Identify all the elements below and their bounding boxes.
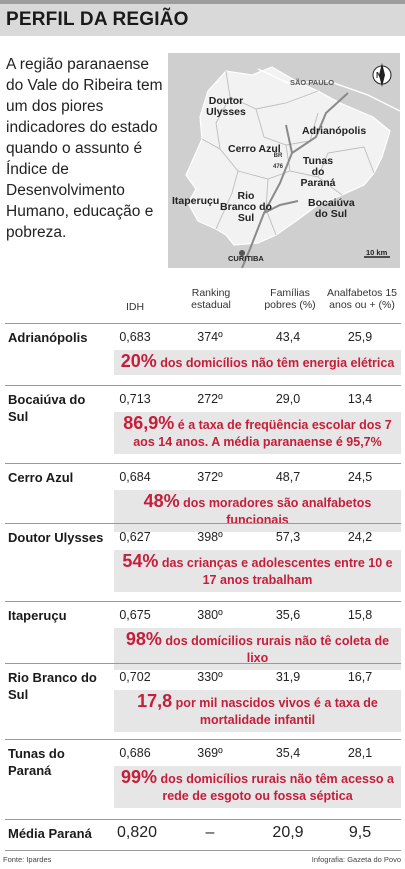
callout-figure: 99% [121, 767, 158, 787]
map-scale-label: 10 km [366, 248, 388, 257]
callout-text: é a taxa de freqüência escolar dos 7 aos… [133, 418, 392, 449]
row-familias: 29,0 [275, 392, 301, 406]
map-label-br476: BR 476 [272, 153, 283, 170]
average-ranking: – [205, 824, 215, 841]
roads [241, 92, 349, 268]
row-callout: 17,8 por mil nascidos vivos é a taxa de … [114, 690, 401, 732]
row-city: Bocaiúva do Sul [8, 392, 86, 424]
row-city: Itaperuçu [8, 608, 67, 623]
region-map: SÃO PAULO N Doutor Ulysses Adrianópolis … [168, 53, 400, 268]
row-idh: 0,713 [119, 392, 151, 406]
callout-text: por mil nascidos vivos é a taxa de morta… [175, 696, 378, 727]
compass-icon [372, 63, 392, 87]
callout-figure: 20% [120, 351, 157, 371]
table-row: Adrianópolis 0,683 374º 43,4 25,9 20% do… [5, 323, 401, 385]
row-familias: 48,7 [275, 470, 301, 484]
map-label-adrianopolis: Adrianópolis [302, 125, 367, 137]
row-idh: 0,686 [119, 746, 151, 760]
callout-figure: 86,9% [123, 413, 175, 433]
row-idh: 0,683 [119, 330, 151, 344]
row-familias: 31,9 [275, 670, 301, 684]
row-ranking: 369º [197, 746, 223, 760]
average-row: Média Paraná 0,820 – 20,9 9,5 [5, 819, 401, 851]
section-title: PERFIL DA REGIÃO [6, 9, 189, 30]
table-row: Cerro Azul 0,684 372º 48,7 24,5 48% dos … [5, 463, 401, 532]
header-idh: IDH [125, 301, 145, 313]
callout-figure: 54% [122, 551, 159, 571]
average-analfabetos: 9,5 [348, 824, 372, 841]
row-analfabetos: 28,1 [347, 746, 373, 760]
row-callout: 99% dos domicílios rurais não têm acesso… [114, 766, 401, 808]
row-ranking: 374º [197, 330, 223, 344]
row-analfabetos: 25,9 [347, 330, 373, 344]
row-city: Tunas do Paraná [8, 746, 65, 778]
intro-paragraph: A região paranaense do Vale do Ribeira t… [6, 56, 163, 241]
row-city: Doutor Ulysses [8, 530, 104, 545]
row-familias: 43,4 [275, 330, 301, 344]
map-label-itaperucu: Itaperuçu [172, 195, 220, 207]
row-analfabetos: 15,8 [347, 608, 373, 622]
row-ranking: 380º [197, 608, 223, 622]
row-analfabetos: 24,2 [347, 530, 373, 544]
infographic-credit: Infografia: Gazeta do Povo [311, 855, 401, 864]
map-label-curitiba: CURITIBA [228, 254, 264, 263]
row-idh: 0,702 [119, 670, 151, 684]
callout-figure: 98% [125, 629, 162, 649]
row-city: Rio Branco do Sul [8, 670, 97, 702]
callout-text: dos domicílios rurais não têm acesso a r… [160, 772, 394, 803]
row-ranking: 372º [197, 470, 223, 484]
section-header: PERFIL DA REGIÃO [0, 0, 405, 36]
row-callout: 54% das crianças e adolescentes entre 10… [114, 550, 401, 592]
row-idh: 0,675 [119, 608, 151, 622]
map-label-sao-paulo: SÃO PAULO [290, 78, 335, 87]
row-idh: 0,627 [119, 530, 151, 544]
row-city: Cerro Azul [8, 470, 74, 485]
row-callout: 20% dos domicílios não têm energia elétr… [114, 350, 401, 375]
row-familias: 35,6 [275, 608, 301, 622]
table-row: Tunas do Paraná 0,686 369º 35,4 28,1 99%… [5, 739, 401, 819]
callout-text: dos domícilios rurais não tê coleta de l… [165, 634, 390, 665]
table-header: IDH Ranking estadual Famílias pobres (%)… [5, 287, 401, 323]
callout-figure: 17,8 [137, 691, 173, 711]
header-familias: Famílias pobres (%) [264, 287, 316, 311]
row-ranking: 330º [197, 670, 223, 684]
source-credit: Fonte: Ipardes [3, 855, 52, 864]
row-analfabetos: 16,7 [347, 670, 373, 684]
map-label-doutor-ulysses: Doutor Ulysses [206, 95, 246, 118]
row-idh: 0,684 [119, 470, 151, 484]
row-callout: 48% dos moradores são analfabetos funcio… [114, 490, 401, 532]
row-ranking: 272º [197, 392, 223, 406]
map-label-north: N [376, 71, 382, 80]
table-row: Rio Branco do Sul 0,702 330º 31,9 16,7 1… [5, 663, 401, 739]
average-label: Média Paraná [8, 826, 92, 841]
average-familias: 20,9 [272, 824, 304, 841]
callout-text: dos domicílios não têm energia elétrica [160, 356, 395, 370]
state-border [257, 68, 400, 112]
map-graphic [185, 63, 400, 268]
row-ranking: 398º [197, 530, 223, 544]
map-label-cerro-azul: Cerro Azul [228, 143, 281, 155]
row-familias: 57,3 [275, 530, 301, 544]
average-idh: 0,820 [117, 824, 158, 841]
row-city: Adrianópolis [8, 330, 88, 345]
row-familias: 35,4 [275, 746, 301, 760]
header-analfabetos: Analfabetos 15 anos ou + (%) [326, 287, 398, 311]
table-row: Itaperuçu 0,675 380º 35,6 15,8 98% dos d… [5, 601, 401, 670]
municipal-borders [201, 70, 375, 236]
map-label-bocaiuva: Bocaiúva do Sul [308, 197, 355, 220]
row-analfabetos: 13,4 [347, 392, 373, 406]
map-label-rio-branco: Rio Branco do Sul [220, 190, 272, 224]
data-table: IDH Ranking estadual Famílias pobres (%)… [5, 287, 401, 851]
table-row: Doutor Ulysses 0,627 398º 57,3 24,2 54% … [5, 523, 401, 601]
curitiba-marker [239, 250, 245, 256]
row-callout: 86,9% é a taxa de freqüência escolar dos… [114, 412, 401, 454]
header-ranking: Ranking estadual [191, 287, 231, 311]
callout-figure: 48% [143, 491, 180, 511]
callout-text: das crianças e adolescentes entre 10 e 1… [161, 556, 393, 587]
map-label-tunas: Tunas do Paraná [300, 155, 336, 189]
table-row: Bocaiúva do Sul 0,713 272º 29,0 13,4 86,… [5, 385, 401, 463]
row-analfabetos: 24,5 [347, 470, 373, 484]
